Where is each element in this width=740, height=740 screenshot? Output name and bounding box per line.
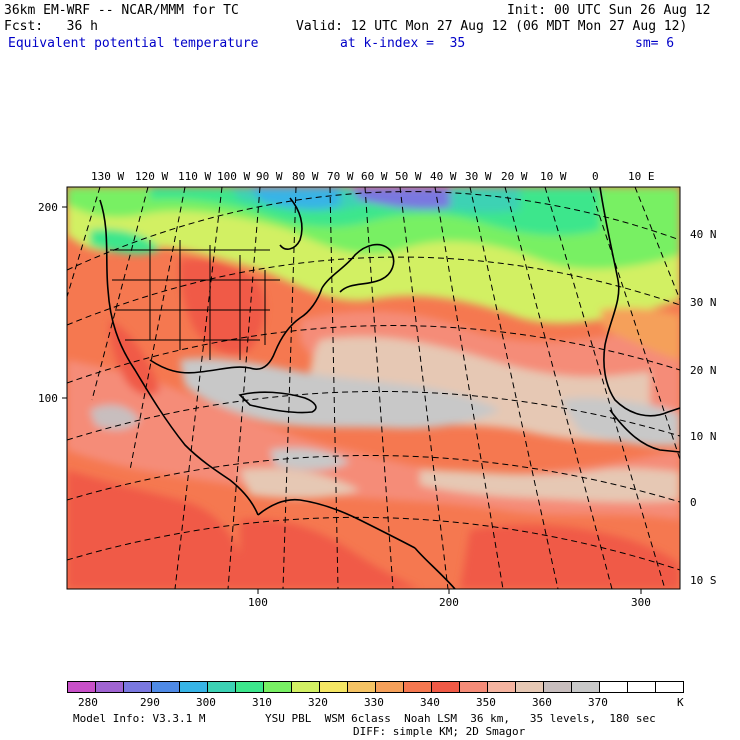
colorbar-swatch bbox=[459, 681, 488, 693]
lon-label: 0 bbox=[592, 170, 599, 183]
lat-label: 0 bbox=[690, 496, 697, 509]
physics-info: YSU PBL WSM 6class Noah LSM 36 km, 35 le… bbox=[265, 712, 656, 725]
colorbar-swatch bbox=[319, 681, 348, 693]
axis-ticks bbox=[62, 206, 642, 594]
colorbar-swatch bbox=[655, 681, 684, 693]
lon-label: 50 W bbox=[395, 170, 422, 183]
lon-label: 120 W bbox=[135, 170, 168, 183]
colorbar-swatch bbox=[627, 681, 656, 693]
colorbar-swatch bbox=[543, 681, 572, 693]
theta-e-field bbox=[67, 187, 680, 589]
colorbar-label: 350 bbox=[476, 696, 496, 709]
colorbar-label: 330 bbox=[364, 696, 384, 709]
state-borders bbox=[110, 240, 280, 360]
smoothing-label: sm= 6 bbox=[635, 36, 675, 51]
colorbar-label: 310 bbox=[252, 696, 272, 709]
lon-label: 80 W bbox=[292, 170, 319, 183]
colorbar-swatch bbox=[403, 681, 432, 693]
colorbar-label: 300 bbox=[196, 696, 216, 709]
colorbar-label: 340 bbox=[420, 696, 440, 709]
level-label: at k-index = 35 bbox=[340, 36, 466, 51]
graticule bbox=[67, 187, 680, 589]
coastlines bbox=[99, 187, 680, 589]
lat-label: 10 N bbox=[690, 430, 717, 443]
lon-label: 70 W bbox=[327, 170, 354, 183]
init-time: Init: 00 UTC Sun 26 Aug 12 bbox=[507, 3, 711, 18]
colorbar-swatch bbox=[151, 681, 180, 693]
lon-label: 90 W bbox=[256, 170, 283, 183]
model-title: 36km EM-WRF -- NCAR/MMM for TC bbox=[4, 3, 239, 18]
x-axis-label: 200 bbox=[439, 596, 459, 609]
lon-label: 110 W bbox=[178, 170, 211, 183]
colorbar-swatch bbox=[347, 681, 376, 693]
lon-label: 100 W bbox=[217, 170, 250, 183]
lon-label: 10 E bbox=[628, 170, 655, 183]
lat-label: 30 N bbox=[690, 296, 717, 309]
lon-label: 60 W bbox=[361, 170, 388, 183]
colorbar-swatch bbox=[207, 681, 236, 693]
colorbar-label: 290 bbox=[140, 696, 160, 709]
colorbar-swatch bbox=[431, 681, 460, 693]
colorbar-swatch bbox=[487, 681, 516, 693]
colorbar-label: 320 bbox=[308, 696, 328, 709]
lon-label: 10 W bbox=[540, 170, 567, 183]
colorbar-label: 280 bbox=[78, 696, 98, 709]
forecast-hour: Fcst: 36 h bbox=[4, 19, 98, 34]
colorbar-swatch bbox=[179, 681, 208, 693]
colorbar-swatch bbox=[375, 681, 404, 693]
colorbar-unit: K bbox=[677, 696, 684, 709]
colorbar-swatch bbox=[67, 681, 96, 693]
colorbar-swatch bbox=[571, 681, 600, 693]
colorbar-swatch bbox=[263, 681, 292, 693]
diffusion-info: DIFF: simple KM; 2D Smagor bbox=[353, 725, 526, 738]
colorbar-swatch bbox=[515, 681, 544, 693]
colorbar-label: 360 bbox=[532, 696, 552, 709]
field-name: Equivalent potential temperature bbox=[8, 36, 259, 51]
x-axis-label: 100 bbox=[248, 596, 268, 609]
colorbar-label: 370 bbox=[588, 696, 608, 709]
lat-label: 20 N bbox=[690, 364, 717, 377]
lon-label: 30 W bbox=[465, 170, 492, 183]
map-frame bbox=[66, 186, 681, 590]
lon-label: 130 W bbox=[91, 170, 124, 183]
colorbar-swatch bbox=[95, 681, 124, 693]
model-info: Model Info: V3.3.1 M bbox=[73, 712, 206, 725]
y-axis-label: 200 bbox=[38, 201, 58, 214]
colorbar-swatch bbox=[123, 681, 152, 693]
y-axis-label: 100 bbox=[38, 392, 58, 405]
lon-label: 40 W bbox=[430, 170, 457, 183]
colorbar-swatch bbox=[235, 681, 264, 693]
valid-time: Valid: 12 UTC Mon 27 Aug 12 (06 MDT Mon … bbox=[296, 19, 688, 34]
lat-label: 10 S bbox=[690, 574, 717, 587]
lat-label: 40 N bbox=[690, 228, 717, 241]
x-axis-label: 300 bbox=[631, 596, 651, 609]
colorbar-swatch bbox=[291, 681, 320, 693]
colorbar-swatch bbox=[599, 681, 628, 693]
lon-label: 20 W bbox=[501, 170, 528, 183]
